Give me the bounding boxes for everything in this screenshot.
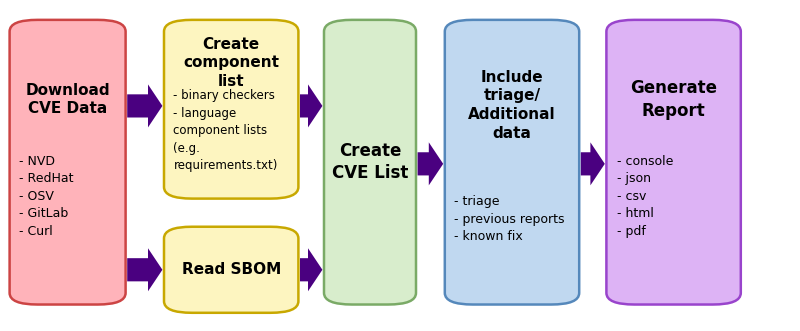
- FancyBboxPatch shape: [10, 20, 126, 305]
- Polygon shape: [300, 84, 322, 127]
- Text: Include
triage/
Additional
data: Include triage/ Additional data: [468, 70, 556, 141]
- Text: - console
- json
- csv
- html
- pdf: - console - json - csv - html - pdf: [617, 155, 674, 238]
- Polygon shape: [127, 248, 162, 291]
- Text: Download
CVE Data: Download CVE Data: [26, 83, 110, 117]
- FancyBboxPatch shape: [606, 20, 741, 305]
- Text: Read SBOM: Read SBOM: [182, 262, 281, 277]
- Text: - triage
- previous reports
- known fix: - triage - previous reports - known fix: [454, 195, 565, 243]
- Text: - binary checkers
- language
component lists
(e.g.
requirements.txt): - binary checkers - language component l…: [174, 89, 278, 172]
- Polygon shape: [127, 84, 162, 127]
- FancyBboxPatch shape: [164, 20, 298, 199]
- FancyBboxPatch shape: [164, 227, 298, 313]
- Text: Create
component
list: Create component list: [183, 37, 279, 89]
- Polygon shape: [418, 142, 443, 185]
- Polygon shape: [581, 142, 605, 185]
- Polygon shape: [300, 248, 322, 291]
- FancyBboxPatch shape: [324, 20, 416, 305]
- Text: - NVD
- RedHat
- OSV
- GitLab
- Curl: - NVD - RedHat - OSV - GitLab - Curl: [19, 155, 74, 238]
- Text: Generate
Report: Generate Report: [630, 79, 717, 120]
- Text: Create
CVE List: Create CVE List: [332, 142, 408, 182]
- FancyBboxPatch shape: [445, 20, 579, 305]
